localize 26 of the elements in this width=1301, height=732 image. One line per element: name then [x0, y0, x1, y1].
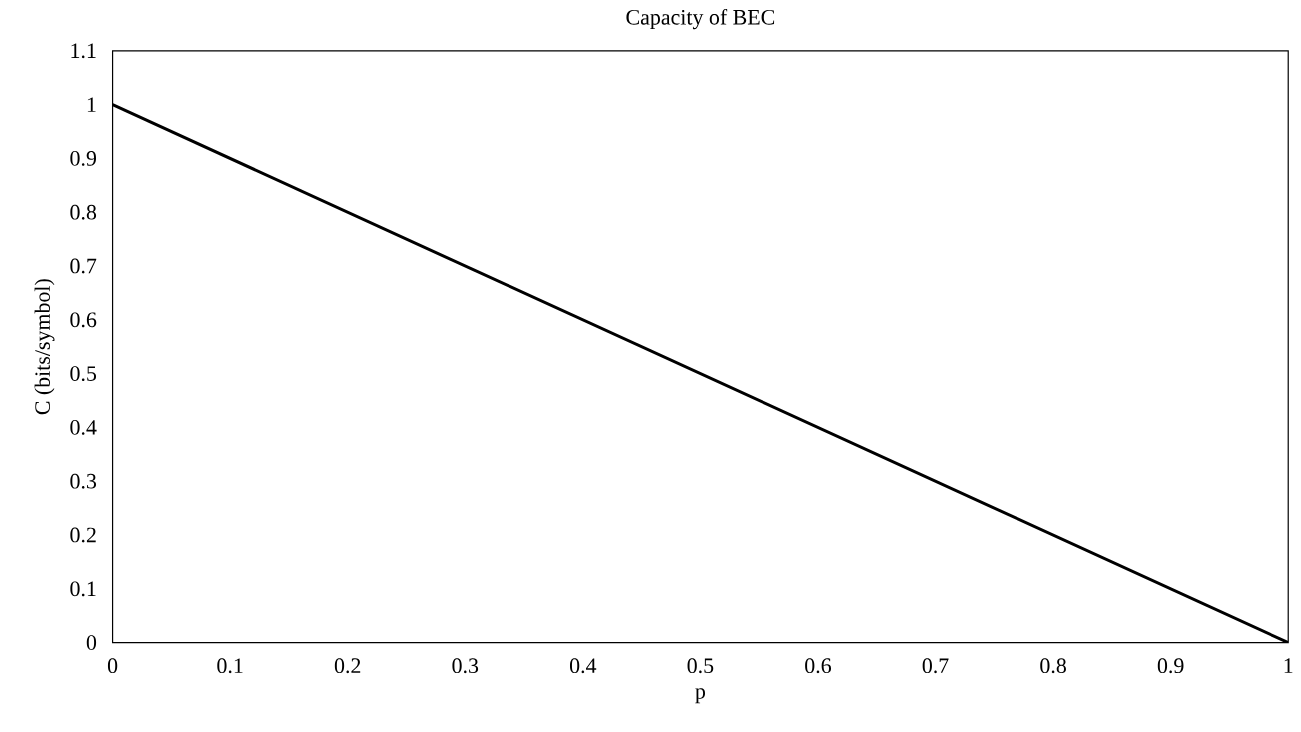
y-tick-label: 0.8 [70, 204, 97, 220]
y-tick-label: 0.7 [70, 258, 97, 274]
x-tick-label: 0 [107, 658, 118, 673]
x-tick-label: 0.3 [452, 658, 479, 674]
y-tick-label: 1.1 [71, 43, 96, 59]
x-axis-title: p [695, 688, 706, 704]
y-tick-label: 0.4 [70, 419, 97, 435]
x-tick-label: 0.6 [805, 658, 832, 674]
y-axis-title: C (bits/symbol) [34, 279, 55, 415]
y-tick-label: 1 [87, 97, 96, 112]
y-tick-label: 0.5 [70, 366, 97, 381]
x-tick-label: 0.1 [217, 658, 243, 674]
y-tick-label: 0.9 [70, 150, 97, 166]
x-tick-label: 0.7 [922, 658, 949, 674]
x-tick-label: 0.5 [687, 658, 714, 674]
x-tick-label: 0.9 [1157, 658, 1184, 674]
x-tick-label: 1 [1284, 658, 1293, 673]
y-tick-label: 0.1 [70, 581, 96, 597]
x-tick-label: 0.8 [1040, 658, 1066, 674]
x-tick-label: 0.4 [569, 658, 597, 674]
y-tick-label: 0.6 [70, 312, 97, 328]
chart-title: Capacity of BEC [626, 8, 775, 29]
y-tick-label: 0.2 [70, 527, 96, 543]
y-tick-label: 0 [86, 635, 97, 650]
x-tick-label: 0.2 [334, 658, 361, 674]
y-tick-label: 0.3 [70, 473, 97, 489]
